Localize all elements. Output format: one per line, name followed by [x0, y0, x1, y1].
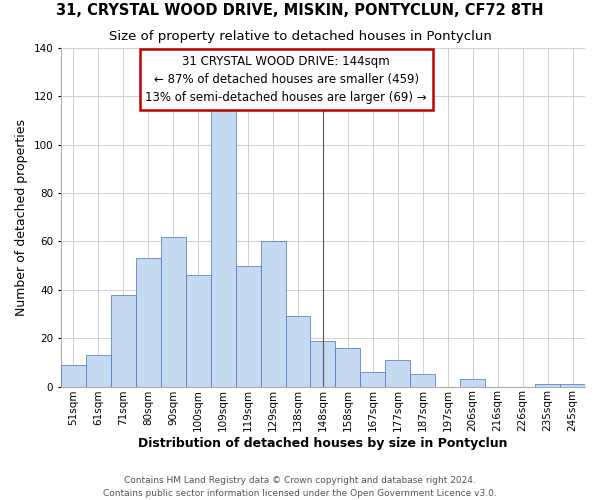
Bar — [161, 236, 186, 386]
Bar — [211, 65, 236, 386]
Text: 31 CRYSTAL WOOD DRIVE: 144sqm
← 87% of detached houses are smaller (459)
13% of : 31 CRYSTAL WOOD DRIVE: 144sqm ← 87% of d… — [145, 54, 427, 104]
Bar — [111, 294, 136, 386]
Bar — [86, 355, 111, 386]
Bar — [335, 348, 361, 387]
Bar — [260, 242, 286, 386]
Bar — [385, 360, 410, 386]
Bar — [535, 384, 560, 386]
Bar — [310, 340, 335, 386]
Bar — [61, 365, 86, 386]
Bar — [460, 380, 485, 386]
Text: Contains HM Land Registry data © Crown copyright and database right 2024.
Contai: Contains HM Land Registry data © Crown c… — [103, 476, 497, 498]
Bar — [236, 266, 260, 386]
Bar — [410, 374, 435, 386]
Bar — [286, 316, 310, 386]
Bar — [136, 258, 161, 386]
Bar — [361, 372, 385, 386]
Text: Size of property relative to detached houses in Pontyclun: Size of property relative to detached ho… — [109, 30, 491, 43]
Y-axis label: Number of detached properties: Number of detached properties — [15, 118, 28, 316]
Bar — [186, 276, 211, 386]
Bar — [560, 384, 585, 386]
X-axis label: Distribution of detached houses by size in Pontyclun: Distribution of detached houses by size … — [138, 437, 508, 450]
Text: 31, CRYSTAL WOOD DRIVE, MISKIN, PONTYCLUN, CF72 8TH: 31, CRYSTAL WOOD DRIVE, MISKIN, PONTYCLU… — [56, 3, 544, 18]
